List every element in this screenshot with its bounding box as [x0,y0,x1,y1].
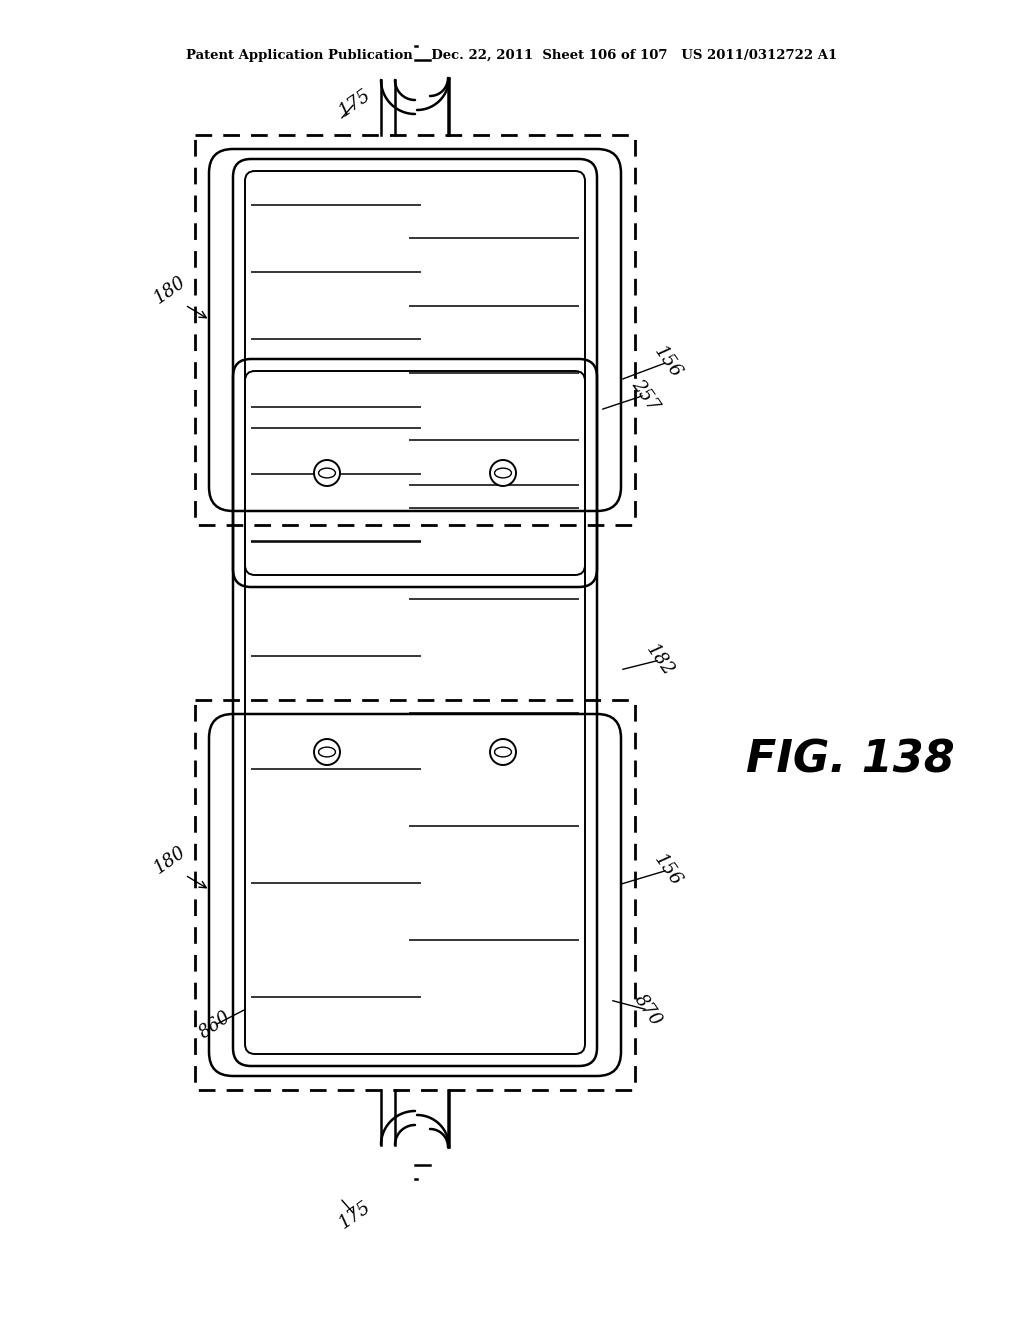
Bar [195,700,635,1090]
Text: 870: 870 [631,991,666,1030]
Text: 257: 257 [628,376,663,414]
Text: FIG. 138: FIG. 138 [745,738,954,781]
Text: 182: 182 [643,640,677,680]
Text: 156: 156 [650,343,685,381]
Text: 175: 175 [336,1197,375,1233]
Ellipse shape [495,747,511,756]
Circle shape [490,739,516,766]
Text: Patent Application Publication    Dec. 22, 2011  Sheet 106 of 107   US 2011/0312: Patent Application Publication Dec. 22, … [186,49,838,62]
Text: 860: 860 [196,1007,234,1043]
Ellipse shape [318,469,336,478]
Circle shape [490,459,516,486]
Text: 156: 156 [650,850,685,890]
Text: 180: 180 [151,273,189,308]
Text: 175: 175 [336,86,375,120]
Text: 180: 180 [151,842,189,878]
Ellipse shape [318,747,336,756]
Circle shape [314,459,340,486]
Bar [195,135,635,525]
Ellipse shape [495,469,511,478]
Circle shape [314,739,340,766]
